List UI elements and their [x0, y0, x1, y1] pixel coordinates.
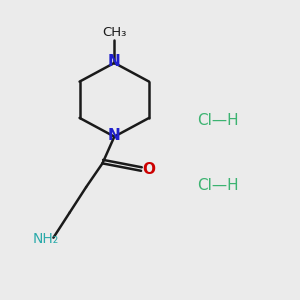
Text: NH₂: NH₂: [33, 232, 59, 246]
Text: Cl—H: Cl—H: [197, 178, 239, 193]
Text: N: N: [108, 54, 121, 69]
Text: CH₃: CH₃: [102, 26, 127, 39]
Text: N: N: [108, 128, 121, 142]
Text: O: O: [142, 162, 155, 177]
Text: Cl—H: Cl—H: [197, 113, 239, 128]
